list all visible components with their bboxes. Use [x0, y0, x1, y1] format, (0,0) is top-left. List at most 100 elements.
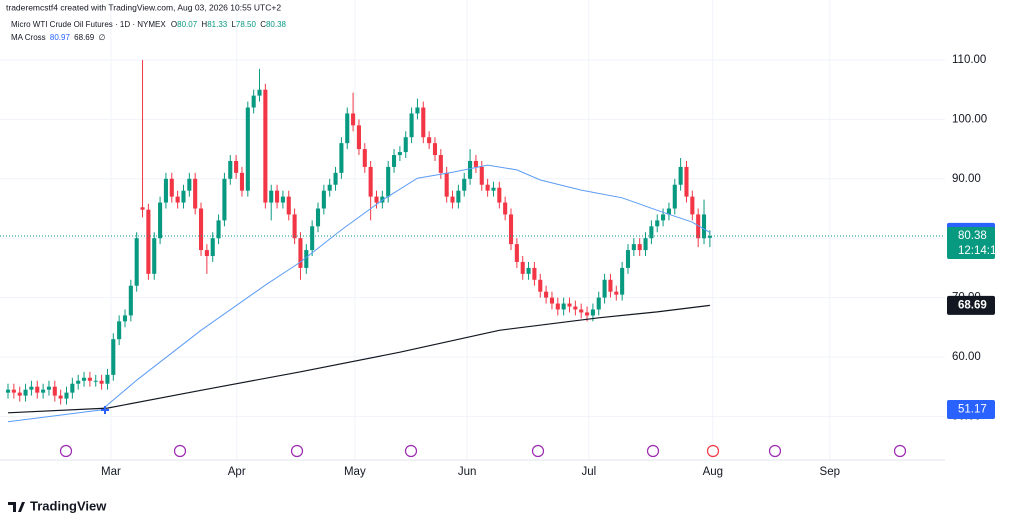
candle-body: [649, 226, 654, 239]
y-tick-label: 110.00: [952, 54, 986, 66]
candle-body: [666, 208, 671, 215]
candle-body: [17, 392, 22, 396]
moving-average-line: [7, 164, 711, 423]
candle-body: [269, 190, 274, 203]
moving-average-line: [7, 304, 710, 414]
candle-body: [333, 172, 338, 185]
candle-body: [608, 279, 613, 292]
price-label-box: [947, 399, 995, 419]
symbol: Micro WTI Crude Oil Futures · 1D · NYMEX: [11, 20, 166, 29]
candle-body: [169, 178, 174, 197]
candle-body: [462, 178, 467, 191]
candle-body: [204, 250, 209, 257]
candle-body: [409, 113, 414, 138]
candle-body: [310, 226, 315, 251]
ohlc-key: H: [201, 20, 207, 29]
candle-body: [198, 208, 204, 251]
candle-body: [122, 315, 128, 322]
candle-body: [216, 220, 221, 239]
candle-body: [585, 312, 590, 316]
candle-body: [555, 303, 560, 310]
candle-body: [532, 267, 537, 280]
candle-body: [497, 187, 502, 203]
candle-body: [526, 267, 531, 274]
candle-body: [304, 250, 309, 268]
candle-body: [181, 190, 186, 203]
candle-body: [602, 279, 607, 298]
x-tick-label: Jul: [581, 466, 596, 478]
credit: traderemcstf4 created with TradingView.c…: [6, 2, 281, 12]
candle-body: [579, 309, 584, 313]
candle-body: [292, 214, 297, 239]
x-tick-label: Jun: [458, 466, 477, 478]
y-tick-label: 60.00: [952, 351, 981, 363]
candle-body: [58, 395, 63, 399]
candle-body: [134, 238, 139, 286]
y-tick-label: 100.00: [952, 113, 987, 125]
candle-body: [35, 386, 40, 393]
candle-body: [52, 386, 57, 396]
candle-body: [549, 297, 555, 304]
indicator-name: MA Cross: [11, 33, 46, 42]
candle-body: [280, 196, 285, 203]
price-label: 51.17: [958, 403, 987, 415]
candle-body: [637, 244, 642, 251]
candle-body: [368, 166, 373, 197]
candle-body: [175, 196, 180, 203]
candle-body: [356, 125, 361, 150]
candle-body: [193, 178, 198, 209]
candle-body: [596, 297, 601, 310]
candle-body: [29, 386, 34, 390]
candle-body: [87, 377, 92, 381]
price-label: 68.69: [958, 299, 987, 311]
candle-body: [351, 113, 356, 126]
candle-body: [520, 261, 525, 274]
candle-body: [245, 107, 250, 191]
candle-body: [146, 209, 151, 274]
candle-body: [345, 113, 350, 144]
candle-body: [327, 184, 332, 191]
candle-body: [444, 172, 449, 197]
candle-body: [263, 89, 268, 203]
candle-body: [450, 196, 455, 203]
candle-body: [105, 374, 110, 384]
candle-body: [403, 137, 408, 153]
candle-body: [228, 160, 233, 179]
ohlc-value: 80.38: [266, 20, 287, 29]
candle-body: [590, 309, 595, 316]
x-tick-label: May: [344, 466, 366, 478]
candle-body: [514, 244, 519, 262]
candle-body: [432, 143, 438, 156]
candle-body: [321, 190, 326, 209]
candle-body: [468, 160, 473, 179]
price-label-box: [947, 226, 995, 259]
candle-body: [684, 166, 689, 197]
x-tick-label: Sep: [820, 466, 840, 478]
candle-body: [46, 386, 52, 390]
candle-body: [678, 166, 683, 185]
candle-body: [41, 389, 46, 393]
candle-body: [251, 95, 256, 108]
candle-body: [339, 143, 344, 173]
candle-body: [438, 155, 443, 173]
candle-body: [386, 166, 391, 197]
candle-body: [415, 107, 420, 114]
candle-body: [117, 321, 122, 340]
candle-body: [140, 207, 145, 210]
legend-ohlc: Micro WTI Crude Oil Futures · 1D · NYMEX…: [11, 20, 287, 29]
candle-body: [631, 244, 636, 251]
logo-text: TradingView: [30, 498, 107, 513]
candle-body: [257, 89, 262, 96]
candle-body: [111, 339, 116, 375]
candle-body: [222, 178, 227, 221]
candle-body: [374, 196, 379, 203]
candle-body: [82, 377, 87, 381]
candle-body: [573, 306, 578, 310]
candle-body: [315, 208, 321, 227]
candle-body: [286, 196, 291, 215]
candle-body: [661, 214, 666, 221]
candle-body: [625, 250, 631, 268]
candle-body: [561, 303, 566, 310]
candle-body: [362, 149, 367, 167]
ohlc-key: L: [231, 20, 236, 29]
